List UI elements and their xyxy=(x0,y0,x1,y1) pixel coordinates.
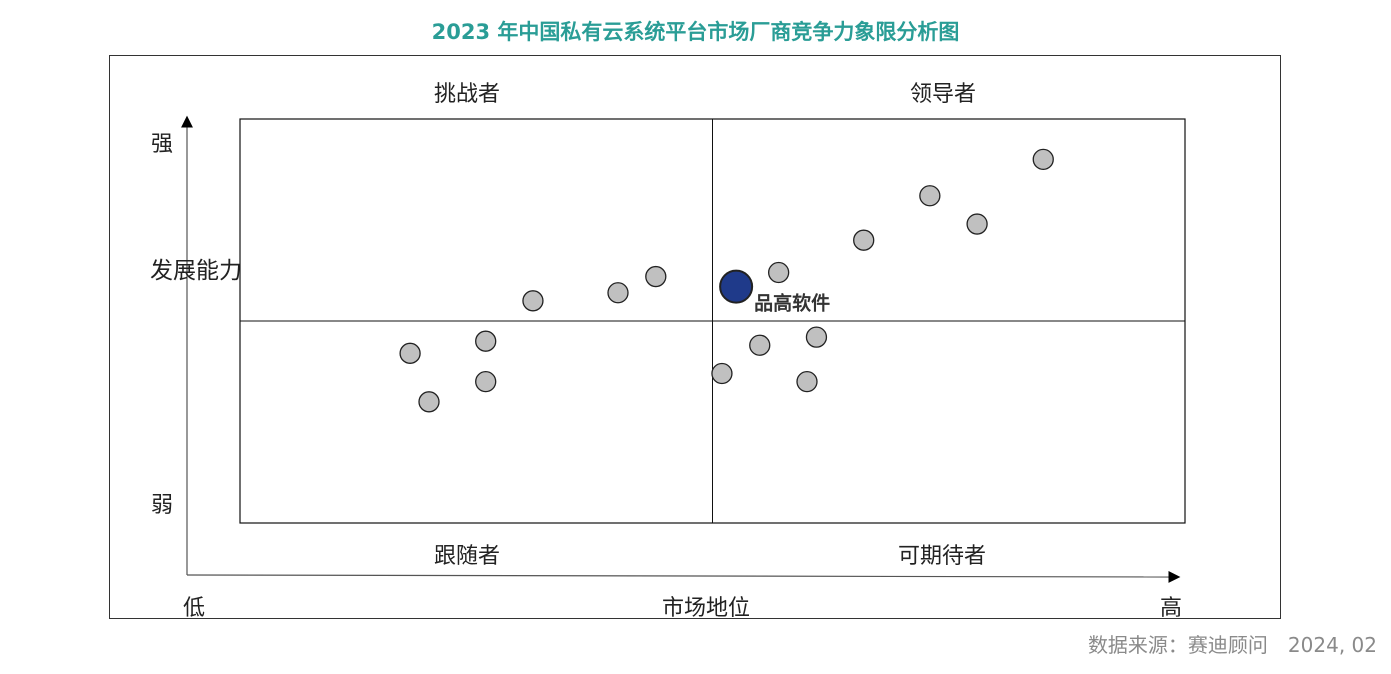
points-layer: 品高软件 xyxy=(399,148,1054,413)
x-axis-title: 市场地位 xyxy=(662,596,751,621)
x-axis-low-label: 低 xyxy=(183,596,206,621)
quadrant-label-follower: 跟随者 xyxy=(434,544,501,569)
vendor-point xyxy=(1032,148,1054,171)
y-axis-high-label: 强 xyxy=(151,132,174,157)
chart-title: 2023 年中国私有云系统平台市场厂商竞争力象限分析图 xyxy=(431,20,960,44)
vendor-point xyxy=(475,370,497,393)
x-axis xyxy=(186,570,1181,583)
highlight-point xyxy=(719,269,754,304)
chart-frame xyxy=(109,55,1281,619)
vendor-point xyxy=(749,334,771,356)
vendor-point xyxy=(418,391,440,413)
vendor-point xyxy=(711,362,733,385)
quadrant-label-challenger: 挑战者 xyxy=(434,82,501,107)
highlight-point-label: 品高软件 xyxy=(754,292,830,315)
quadrant-label-leader: 领导者 xyxy=(910,82,977,107)
vendor-point xyxy=(607,282,629,304)
vendor-point xyxy=(768,261,790,284)
vendor-point xyxy=(853,229,875,251)
x-axis-high-label: 高 xyxy=(1160,596,1183,621)
vendor-point xyxy=(522,290,544,312)
data-source-note: 数据来源：赛迪顾问 2024, 02 xyxy=(1087,633,1377,657)
y-axis-title: 发展能力 xyxy=(150,258,242,284)
vendor-point xyxy=(399,342,421,364)
quadrant-label-promising: 可期待者 xyxy=(898,544,987,569)
vendor-point xyxy=(805,326,828,348)
vendor-point xyxy=(966,213,988,235)
vendor-point xyxy=(645,265,667,288)
y-axis-low-label: 弱 xyxy=(151,493,174,518)
vendor-point xyxy=(796,370,818,393)
vendor-point xyxy=(475,330,497,352)
vendor-point xyxy=(919,185,941,207)
